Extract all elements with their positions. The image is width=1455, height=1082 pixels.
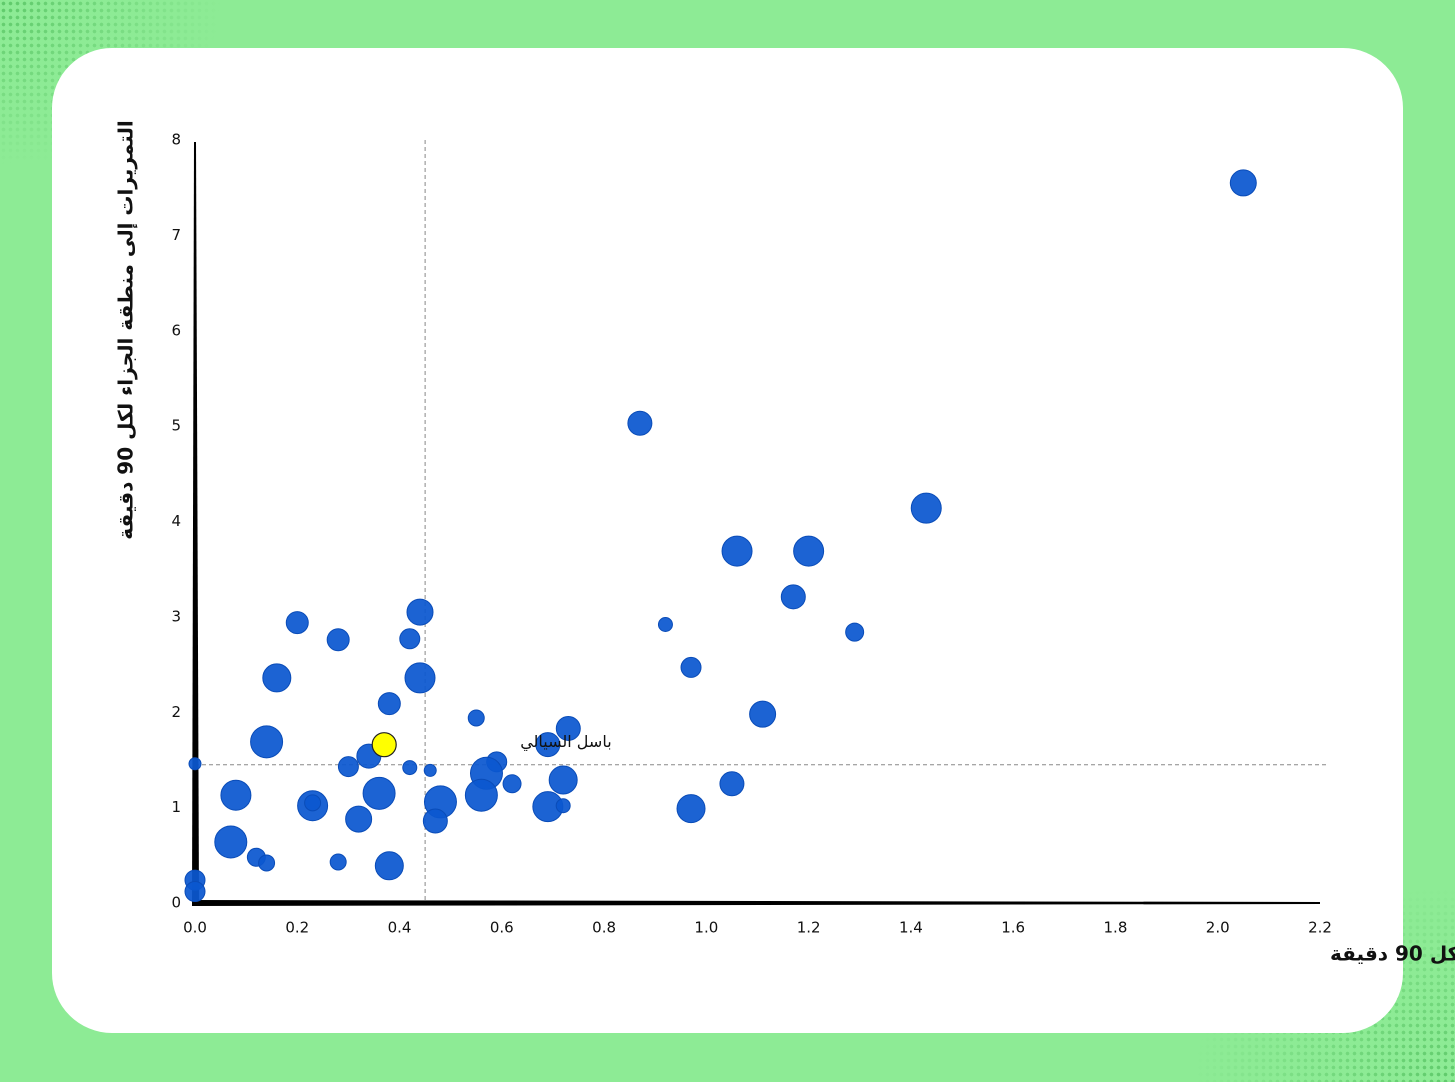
bubble — [627, 410, 653, 436]
y-tick-label: 0 — [171, 894, 181, 912]
y-tick-label: 2 — [171, 703, 181, 721]
bubble — [676, 794, 706, 824]
y-tick-label: 3 — [171, 607, 181, 625]
y-axis-title: التمريرات إلى منطقة الجزاء لكل 90 دقيقة — [114, 120, 138, 539]
bubble — [188, 757, 202, 771]
x-tick-label: 0.8 — [592, 919, 616, 937]
bubble — [406, 598, 434, 626]
bubble — [910, 492, 942, 524]
bubble — [780, 584, 806, 610]
bubble — [423, 763, 437, 777]
bubble — [345, 805, 373, 833]
bubble — [548, 765, 578, 795]
x-tick-label: 0.4 — [388, 919, 412, 937]
highlight-point — [371, 732, 397, 758]
bubble — [329, 853, 347, 871]
bubble — [220, 779, 252, 811]
x-tick-label: 1.0 — [694, 919, 718, 937]
bubble — [326, 628, 350, 652]
bubble — [404, 662, 436, 694]
x-tick-label: 0.2 — [285, 919, 309, 937]
y-axis — [192, 142, 199, 903]
bubble — [555, 798, 571, 814]
x-tick-label: 1.2 — [797, 919, 821, 937]
bubble — [845, 622, 865, 642]
x-tick-label: 2.0 — [1206, 919, 1230, 937]
y-tick-label: 6 — [171, 321, 181, 339]
bubble — [422, 808, 448, 834]
highlight-label: باسل السيالي — [520, 732, 611, 752]
bubble — [464, 778, 498, 812]
y-tick-label: 7 — [171, 226, 181, 244]
y-tick-label: 1 — [171, 798, 181, 816]
x-axis-title: التمريرات البينية لكل 90 دقيقة — [1330, 942, 1455, 966]
bubble — [467, 709, 485, 727]
x-tick-label: 0.0 — [183, 919, 207, 937]
bubble — [184, 881, 206, 903]
bubble — [285, 611, 309, 635]
bubble — [250, 725, 284, 759]
bubble — [374, 851, 404, 881]
bubble — [535, 732, 561, 758]
bubble — [214, 825, 248, 859]
y-tick-label: 4 — [171, 512, 181, 530]
y-tick-label: 8 — [171, 131, 181, 149]
x-tick-label: 0.6 — [490, 919, 514, 937]
bubble — [502, 774, 522, 794]
bubble — [402, 760, 418, 776]
x-axis — [192, 900, 1320, 906]
bubble — [1229, 169, 1257, 197]
bubble — [262, 663, 292, 693]
x-tick-label: 1.4 — [899, 919, 923, 937]
bubble — [377, 692, 401, 716]
bubble — [555, 715, 581, 741]
bubble — [362, 776, 396, 810]
bubble — [719, 771, 745, 797]
bubble — [304, 794, 322, 812]
bubble — [337, 756, 359, 778]
bubble — [657, 617, 673, 633]
bubble — [258, 854, 276, 872]
x-tick-label: 1.6 — [1001, 919, 1025, 937]
bubble — [749, 700, 777, 728]
bubble — [793, 535, 825, 567]
y-tick-label: 5 — [171, 417, 181, 435]
bubble — [721, 535, 753, 567]
x-tick-label: 1.8 — [1104, 919, 1128, 937]
x-tick-label: 2.2 — [1308, 919, 1332, 937]
bubble — [680, 656, 702, 678]
bubble — [399, 628, 421, 650]
